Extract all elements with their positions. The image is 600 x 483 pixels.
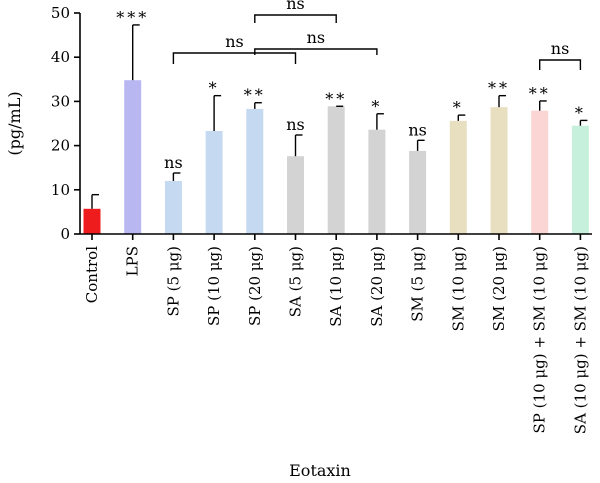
x-tick-label: SM (10 μg) bbox=[449, 246, 467, 331]
comparison-bracket bbox=[539, 59, 582, 70]
bars-layer bbox=[83, 80, 589, 235]
significance-label: ** bbox=[325, 89, 347, 108]
bar bbox=[327, 106, 345, 234]
bar bbox=[531, 110, 549, 234]
y-tick-label: 10 bbox=[51, 181, 70, 199]
y-axis-title: (pg/mL) bbox=[5, 91, 24, 155]
bracket-label: ns bbox=[225, 32, 244, 51]
significance-label: * bbox=[371, 97, 382, 116]
y-tick-label: 20 bbox=[51, 137, 70, 155]
x-tick-label: SM (5 μg) bbox=[409, 246, 427, 322]
x-tick-label: SP (20 μg) bbox=[246, 246, 264, 326]
bracket-label: ns bbox=[551, 39, 570, 58]
x-tick-label: SA (10 μg) bbox=[327, 246, 345, 327]
bar bbox=[124, 80, 142, 235]
bar bbox=[409, 150, 427, 234]
comparison-bracket bbox=[254, 48, 378, 55]
bar bbox=[287, 156, 304, 234]
significance-label: * bbox=[453, 98, 464, 117]
comparison-bracket bbox=[254, 14, 337, 23]
y-tick-label: 0 bbox=[60, 225, 70, 243]
x-tick-label: SA (5 μg) bbox=[287, 246, 305, 317]
bar bbox=[490, 107, 508, 234]
x-tick-label: SA (20 μg) bbox=[368, 246, 386, 327]
brackets-layer: ns ns ns ns bbox=[172, 0, 582, 70]
x-tick-label: Control bbox=[83, 246, 101, 303]
bar bbox=[368, 129, 386, 234]
comparison-bracket bbox=[172, 52, 297, 64]
bar bbox=[164, 180, 182, 234]
significance-label: ** bbox=[244, 86, 266, 105]
significance-label: ns bbox=[286, 115, 305, 134]
significance-layer: ***ns* **ns** *ns*** *** bbox=[116, 8, 586, 172]
y-tick-label: 30 bbox=[51, 92, 70, 110]
x-tick-labels-layer: Control LPS SP (5 μg) SP (10 μg) SP (20 μg) S… bbox=[83, 234, 589, 434]
bar bbox=[205, 131, 223, 234]
y-tick-label: 40 bbox=[51, 48, 70, 66]
bar bbox=[83, 208, 101, 234]
significance-label: ns bbox=[408, 120, 427, 139]
significance-label: * bbox=[575, 103, 586, 122]
x-tick-label: SP (10 μg) + SM (10 μg) bbox=[531, 246, 549, 433]
significance-label: *** bbox=[116, 8, 149, 27]
significance-label: * bbox=[209, 79, 220, 98]
y-ticks-layer: 0 10 20 30 40 50 bbox=[51, 4, 80, 243]
x-tick-label: SP (5 μg) bbox=[164, 246, 182, 317]
bar bbox=[571, 125, 589, 234]
x-tick-label: SP (10 μg) bbox=[205, 246, 223, 326]
x-tick-label: SM (20 μg) bbox=[490, 246, 508, 331]
x-axis-title: Eotaxin bbox=[289, 461, 351, 480]
x-tick-label: LPS bbox=[124, 246, 142, 276]
error-bars-layer bbox=[91, 24, 588, 209]
x-tick-label: SA (10 μg) + SM (10 μg) bbox=[571, 246, 589, 434]
significance-label: ** bbox=[529, 84, 551, 103]
significance-label: ns bbox=[164, 153, 183, 172]
bar bbox=[449, 120, 467, 234]
bracket-label: ns bbox=[286, 0, 305, 13]
significance-label: ** bbox=[488, 79, 510, 98]
y-tick-label: 50 bbox=[51, 4, 70, 22]
bar bbox=[246, 108, 264, 234]
bracket-label: ns bbox=[307, 28, 326, 47]
